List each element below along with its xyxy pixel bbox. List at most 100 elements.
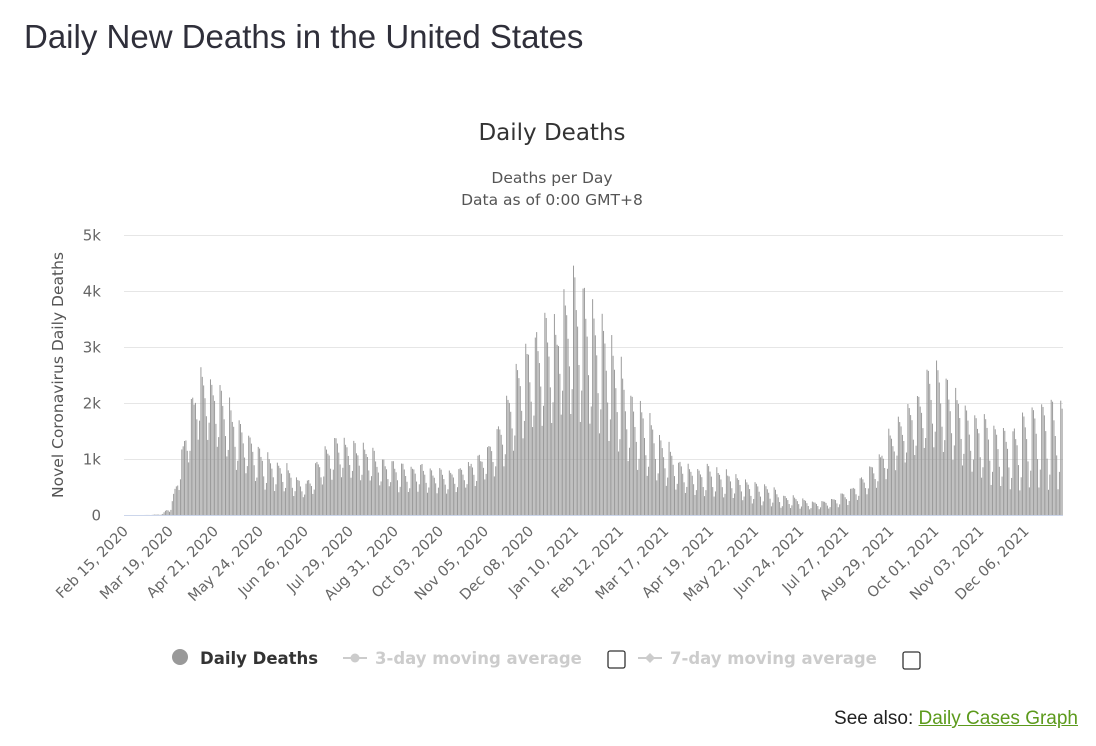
- daily-deaths-bar: [749, 489, 751, 515]
- daily-deaths-bar: [990, 484, 992, 515]
- daily-deaths-bar: [562, 390, 564, 515]
- daily-deaths-bar: [219, 385, 221, 515]
- daily-deaths-bar: [672, 464, 674, 515]
- daily-deaths-bar: [420, 464, 422, 515]
- daily-deaths-bar: [618, 451, 620, 515]
- daily-deaths-bar: [235, 469, 237, 515]
- daily-deaths-bar: [433, 477, 435, 515]
- daily-deaths-bar: [384, 466, 386, 515]
- daily-deaths-bar: [792, 495, 794, 515]
- daily-deaths-bar: [937, 370, 939, 515]
- daily-deaths-bar: [446, 493, 448, 515]
- daily-deaths-bar: [529, 382, 531, 515]
- daily-deaths-bar: [331, 479, 333, 515]
- daily-deaths-bar: [633, 411, 635, 515]
- daily-deaths-bar: [300, 486, 302, 515]
- daily-deaths-bar: [837, 507, 839, 515]
- daily-deaths-bar: [866, 494, 868, 515]
- daily-deaths-bar: [841, 493, 843, 515]
- daily-deaths-bar: [313, 489, 315, 515]
- daily-deaths-bar: [912, 439, 914, 515]
- daily-deaths-bar: [959, 418, 961, 515]
- daily-deaths-bar: [188, 462, 190, 515]
- daily-deaths-bar: [796, 501, 798, 515]
- legend-item-daily-deaths[interactable]: Daily Deaths: [172, 649, 318, 668]
- daily-deaths-bar: [869, 466, 871, 515]
- daily-deaths-bar: [877, 481, 879, 515]
- daily-deaths-bar: [556, 344, 558, 515]
- daily-deaths-bar: [522, 438, 524, 515]
- daily-deaths-bar: [683, 482, 685, 515]
- daily-deaths-bar: [371, 476, 373, 515]
- daily-deaths-bar: [196, 419, 198, 515]
- daily-deaths-bar: [261, 460, 263, 515]
- daily-deaths-bar: [330, 468, 332, 515]
- daily-deaths-bar: [485, 473, 487, 515]
- daily-deaths-bar: [1011, 477, 1013, 515]
- daily-deaths-bar: [289, 473, 291, 515]
- daily-deaths-bar: [941, 426, 943, 515]
- daily-deaths-bar: [571, 389, 573, 515]
- daily-deaths-bar: [294, 491, 296, 515]
- daily-deaths-bar: [297, 479, 299, 515]
- legend-item-3-day-average[interactable]: 3-day moving average: [343, 649, 582, 668]
- daily-deaths-bar: [306, 480, 308, 515]
- daily-deaths-bar: [676, 483, 678, 515]
- checkbox-7-day-average[interactable]: [902, 651, 921, 670]
- daily-deaths-bar: [845, 499, 847, 515]
- daily-deaths-bar: [675, 489, 677, 515]
- legend-item-7-day-average[interactable]: 7-day moving average: [638, 649, 877, 668]
- daily-deaths-bar: [680, 466, 682, 515]
- daily-deaths-bar: [589, 423, 591, 515]
- daily-deaths-bar: [287, 470, 289, 515]
- daily-deaths-bar: [553, 314, 555, 515]
- daily-deaths-bar: [257, 446, 259, 515]
- daily-deaths-bar: [398, 492, 400, 515]
- daily-deaths-bar: [927, 370, 929, 515]
- daily-cases-graph-link[interactable]: Daily Cases Graph: [918, 708, 1078, 729]
- daily-deaths-bar: [590, 406, 592, 515]
- daily-deaths-bar: [437, 487, 439, 515]
- daily-deaths-bar: [686, 486, 688, 515]
- daily-deaths-bar: [729, 481, 731, 515]
- daily-deaths-bar: [425, 482, 427, 515]
- daily-deaths-bar: [323, 476, 325, 515]
- daily-deaths-bar: [442, 474, 443, 515]
- daily-deaths-bar: [848, 500, 850, 515]
- daily-deaths-bar: [642, 418, 644, 515]
- daily-deaths-bar: [173, 493, 175, 515]
- y-tick-label: 1k: [83, 451, 102, 469]
- daily-deaths-bar: [521, 410, 523, 515]
- daily-deaths-bar: [166, 510, 168, 515]
- daily-deaths-bar: [690, 471, 692, 515]
- daily-deaths-bar: [1038, 487, 1040, 515]
- daily-deaths-bar: [679, 461, 681, 515]
- daily-deaths-bar: [568, 366, 570, 515]
- y-tick-label: 0: [91, 507, 101, 525]
- daily-deaths-bar: [966, 410, 968, 515]
- daily-deaths-bar: [940, 403, 942, 515]
- daily-deaths-bar: [366, 457, 368, 515]
- chart-title: Daily Deaths: [478, 120, 625, 146]
- daily-deaths-bar: [953, 445, 955, 515]
- daily-deaths-bar: [878, 454, 880, 515]
- daily-deaths-bar: [226, 456, 228, 515]
- checkbox-3-day-average[interactable]: [607, 650, 626, 669]
- daily-deaths-bar: [315, 463, 317, 515]
- daily-deaths-bar: [347, 455, 349, 515]
- daily-deaths-bar: [559, 373, 561, 515]
- daily-deaths-bar: [474, 486, 476, 515]
- daily-deaths-bar: [334, 438, 336, 515]
- daily-deaths-bar: [714, 491, 716, 515]
- daily-deaths-bar: [199, 420, 201, 515]
- daily-deaths-bar: [806, 503, 808, 515]
- daily-deaths-bar: [233, 426, 235, 515]
- daily-deaths-bar: [826, 505, 828, 515]
- daily-deaths-bar: [1030, 470, 1032, 515]
- daily-deaths-bar: [567, 338, 569, 515]
- daily-deaths-bar: [938, 382, 940, 515]
- daily-deaths-bar: [402, 463, 404, 515]
- daily-deaths-bar: [268, 459, 270, 515]
- daily-deaths-bar: [280, 473, 282, 515]
- daily-deaths-bar: [335, 438, 337, 515]
